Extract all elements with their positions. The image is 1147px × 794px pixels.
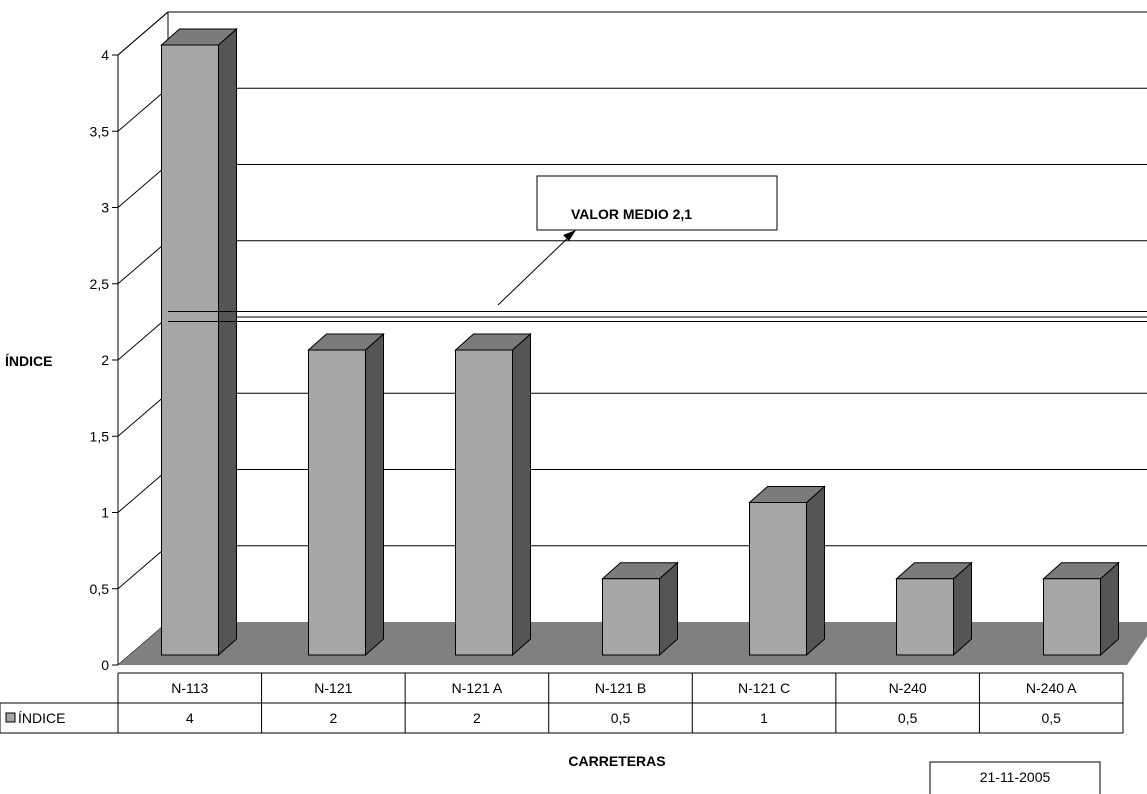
category-label: N-121 B (595, 680, 646, 696)
bar-n-121-b (601, 561, 679, 657)
bar-n-240 (895, 561, 973, 657)
bar-front (1043, 578, 1101, 656)
bar-front (749, 502, 807, 656)
gridline-side (117, 545, 169, 590)
bar-side (806, 485, 825, 657)
y-tick-label: 3 (101, 200, 109, 216)
y-tick-label: 2 (101, 352, 109, 368)
bar-front (602, 578, 660, 656)
date-box: 21-11-2005 (929, 761, 1101, 794)
value-label: 4 (186, 710, 194, 726)
bar-side (512, 332, 531, 657)
bar-front (455, 349, 513, 656)
bar-front (161, 44, 219, 656)
bar-front (308, 349, 366, 656)
annotation-box (536, 175, 778, 231)
y-tick-label: 1,5 (90, 428, 110, 444)
annotation-label: VALOR MEDIO 2,1 (571, 206, 692, 222)
gridline-side (117, 11, 169, 56)
bars (160, 27, 1120, 657)
x-axis-title: CARRETERAS (568, 753, 665, 769)
gridline-side (117, 469, 169, 513)
bar-side (365, 332, 384, 657)
y-tick-label: 0,5 (90, 581, 110, 597)
y-tick-label: 3,5 (90, 123, 110, 139)
bar-n-113 (160, 27, 238, 657)
y-tick-label: 2,5 (90, 276, 110, 292)
value-label: 0,5 (1041, 710, 1061, 726)
y-tick-label: 4 (101, 47, 109, 63)
category-label: N-121 C (738, 680, 790, 696)
bar-n-121 (307, 332, 385, 657)
legend-swatch (5, 712, 16, 723)
annotation-arrow (497, 233, 573, 306)
bar-n-121-c (748, 485, 826, 657)
date-label: 21-11-2005 (980, 769, 1051, 785)
date-box-frame (929, 761, 1101, 794)
category-label: N-113 (171, 680, 208, 696)
value-label: 0,5 (898, 710, 918, 726)
data-table: N-113 N-121 N-121 A N-121 B N-121 C N-240 N-24… (0, 672, 1124, 734)
value-label: 2 (329, 710, 337, 726)
value-label: 0,5 (611, 710, 631, 726)
y-tick-label: 1 (101, 505, 109, 521)
bar-side (218, 27, 237, 657)
mean-annotation: VALOR MEDIO 2,1 (497, 175, 778, 306)
gridline-side (117, 316, 169, 361)
category-label: N-240 (889, 680, 927, 696)
bar-front (896, 578, 954, 656)
bar-n-240-a (1042, 561, 1120, 657)
gridlines (117, 11, 1147, 590)
legend-label: ÍNDICE (18, 710, 65, 726)
y-axis: 0 0,5 1 1,5 2 2,5 3 3,5 4 (90, 47, 119, 673)
y-axis-title: ÍNDICE (5, 353, 52, 369)
category-label: N-121 A (452, 680, 503, 696)
mean-reference-line (168, 311, 1147, 322)
gridline-side (117, 240, 169, 285)
category-label: N-240 A (1026, 680, 1077, 696)
gridline-side (117, 164, 169, 208)
gridline-side (117, 392, 169, 437)
annotation-arrowhead (563, 230, 576, 241)
value-label: 1 (760, 710, 768, 726)
y-tick-label: 0 (101, 657, 109, 673)
value-label: 2 (473, 710, 481, 726)
gridline-side (117, 87, 169, 132)
category-label: N-121 (314, 680, 352, 696)
bar-n-121-a (454, 332, 532, 657)
